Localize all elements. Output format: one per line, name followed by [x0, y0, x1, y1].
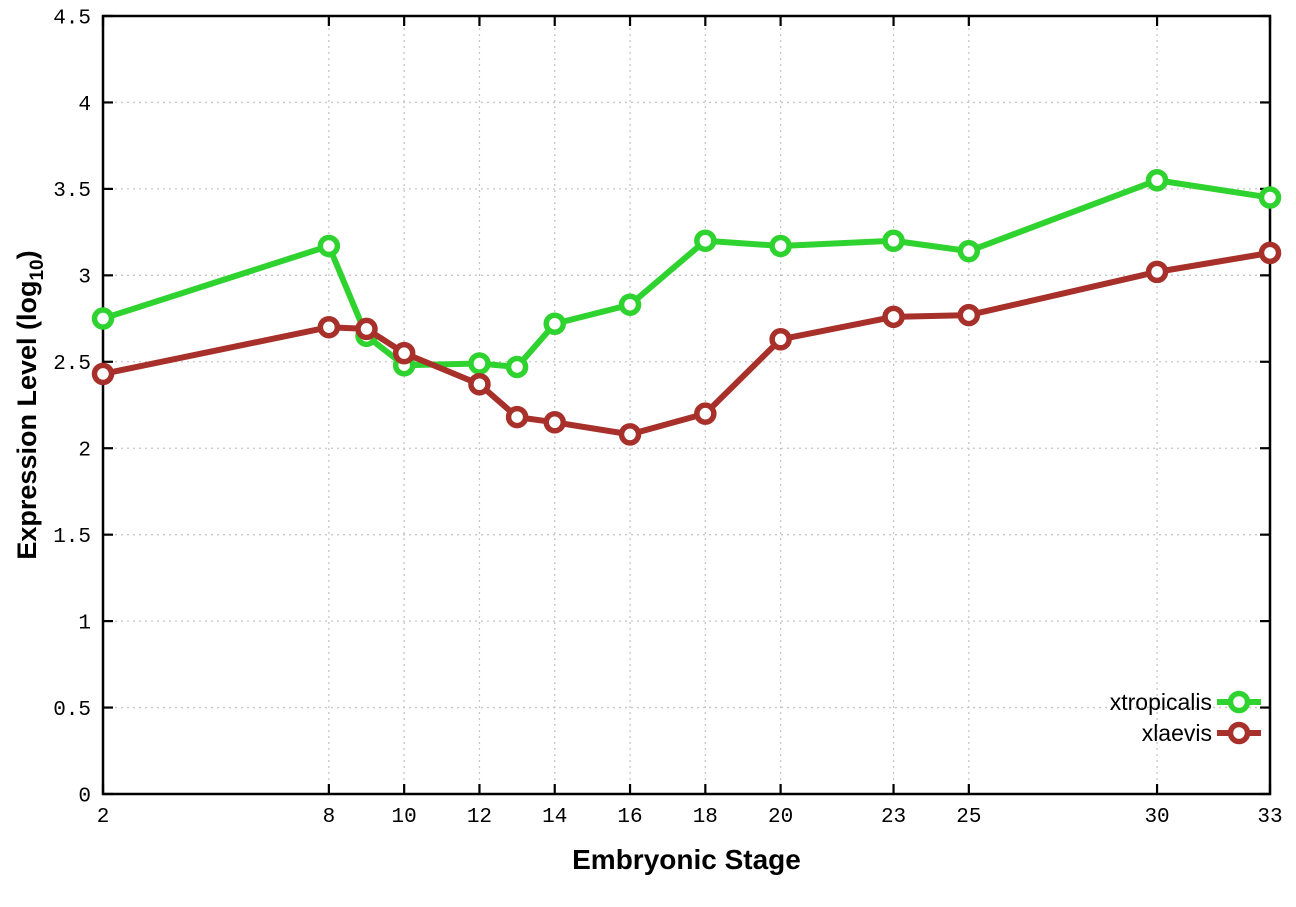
x-tick-label: 12: [467, 806, 492, 829]
xtropicalis-point-8: [317, 234, 341, 258]
xtropicalis-point-20: [769, 234, 792, 258]
x-tick-label: 2: [97, 806, 110, 829]
x-tick-label: 25: [956, 806, 981, 829]
x-tick-label: 14: [542, 806, 567, 829]
y-tick-label: 0.5: [53, 699, 91, 722]
xtropicalis-point-25: [957, 239, 981, 263]
xtropicalis-point-30: [1145, 168, 1169, 192]
y-tick-label: 3.5: [53, 180, 91, 203]
xlaevis-point-33: [1258, 241, 1282, 265]
xtropicalis-point-16: [618, 293, 642, 316]
xtropicalis-point-12: [468, 352, 491, 375]
xlaevis-point-25: [957, 303, 981, 327]
y-tick-label: 1.5: [53, 526, 91, 549]
y-tick-label: 2: [78, 440, 91, 463]
y-axis-label: Expression Level (log10): [12, 250, 48, 559]
xtropicalis-point-2: [91, 307, 115, 330]
xtropicalis-point-23: [882, 229, 905, 253]
xlaevis-point-18: [694, 402, 717, 425]
xlaevis-point-8: [317, 315, 341, 339]
plot-border: [101, 14, 1272, 796]
xlaevis-line: [100, 249, 1273, 438]
xlaevis-point-23: [882, 305, 905, 329]
xlaevis-point-14: [543, 411, 566, 434]
y-tick-label: 0: [78, 785, 91, 808]
xtropicalis-point-13: [505, 355, 529, 379]
xlaevis-point-2: [91, 362, 115, 386]
x-tick-label: 16: [617, 806, 642, 829]
legend-marker-xtropicalis: [1227, 690, 1251, 714]
legend-marker-xlaevis: [1227, 721, 1251, 745]
xtropicalis-point-14: [543, 312, 566, 335]
x-tick-label: 33: [1257, 806, 1282, 829]
legend-label-xtropicalis: xtropicalis: [1110, 689, 1212, 715]
y-tick-label: 4.5: [53, 7, 91, 30]
y-tick-label: 1: [78, 612, 91, 635]
x-tick-label: 10: [392, 806, 417, 829]
x-tick-label: 20: [768, 806, 793, 829]
xlaevis-point-10: [392, 341, 416, 365]
xlaevis-point-30: [1145, 260, 1169, 284]
y-tick-label: 2.5: [53, 353, 91, 376]
xlaevis-point-20: [769, 328, 792, 351]
x-tick-label: 18: [693, 806, 718, 829]
xtropicalis-point-33: [1258, 186, 1282, 209]
x-axis-label: Embryonic Stage: [572, 844, 801, 875]
xlaevis-point-9: [355, 317, 378, 341]
x-tick-label: 8: [323, 806, 336, 829]
xlaevis-point-13: [505, 405, 529, 429]
x-tick-label: 23: [881, 806, 906, 829]
legend-label-xlaevis: xlaevis: [1142, 720, 1212, 746]
y-tick-label: 3: [78, 267, 91, 290]
xtropicalis-point-18: [694, 229, 717, 253]
xlaevis-point-12: [468, 373, 491, 396]
xlaevis-point-16: [618, 423, 642, 446]
x-tick-label: 30: [1144, 806, 1169, 829]
y-tick-label: 4: [78, 94, 91, 117]
